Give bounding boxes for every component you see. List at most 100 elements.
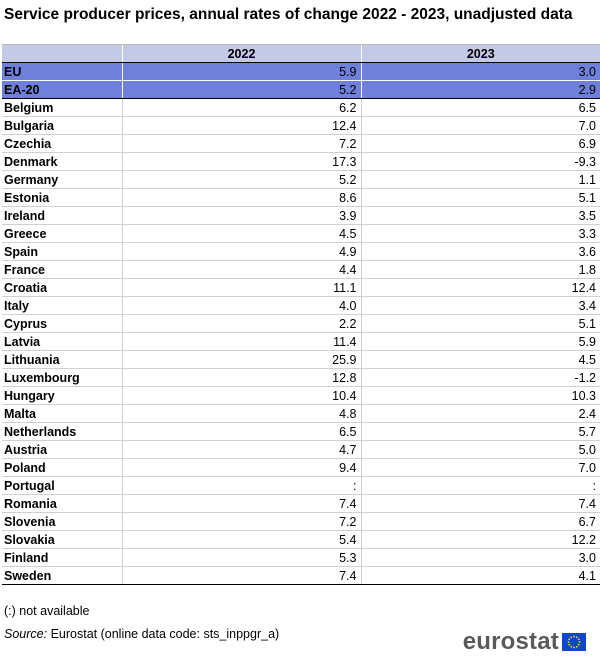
value-2023: 7.0 — [360, 116, 600, 135]
flag-star — [577, 643, 580, 646]
table-row: Lithuania 25.9 4.5 — [2, 350, 600, 369]
header-cell-2023: 2023 — [360, 44, 600, 63]
row-label: Croatia — [2, 278, 122, 297]
value-2023: 4.5 — [360, 350, 600, 369]
value-2023: 6.5 — [360, 98, 600, 117]
flag-star — [575, 645, 578, 648]
value-2023: 2.9 — [360, 80, 600, 99]
row-label: EA-20 — [2, 80, 122, 99]
table-row: Finland 5.3 3.0 — [2, 548, 600, 567]
data-table: 2022 2023 EU 5.9 3.0 EA-20 5.2 2.9 Belgium 6.2 6… — [2, 44, 600, 585]
flag-star — [568, 638, 571, 641]
table-row: EU 5.9 3.0 — [2, 62, 600, 81]
value-2022: 7.4 — [121, 494, 361, 513]
value-2023: 5.1 — [360, 188, 600, 207]
value-2023: 3.6 — [360, 242, 600, 261]
table-row: Slovakia 5.4 12.2 — [2, 530, 600, 549]
header-cell-2022: 2022 — [121, 44, 361, 63]
value-2023: 2.4 — [360, 404, 600, 423]
table-row: Austria 4.7 5.0 — [2, 440, 600, 459]
row-label: Slovakia — [2, 530, 122, 549]
row-label: France — [2, 260, 122, 279]
value-2022: 5.2 — [121, 170, 361, 189]
row-label: Portugal — [2, 476, 122, 495]
value-2023: 5.9 — [360, 332, 600, 351]
table-row: Belgium 6.2 6.5 — [2, 98, 600, 117]
row-label: Italy — [2, 296, 122, 315]
table-row: Sweden 7.4 4.1 — [2, 566, 600, 585]
row-label: EU — [2, 62, 122, 81]
row-label: Sweden — [2, 566, 122, 585]
flag-star — [575, 636, 578, 639]
row-label: Latvia — [2, 332, 122, 351]
row-label: Bulgaria — [2, 116, 122, 135]
flag-star — [578, 641, 581, 643]
row-label: Poland — [2, 458, 122, 477]
value-2023: -1.2 — [360, 368, 600, 387]
value-2022: 3.9 — [121, 206, 361, 225]
value-2023: 4.1 — [360, 566, 600, 585]
row-label: Spain — [2, 242, 122, 261]
value-2023: 1.8 — [360, 260, 600, 279]
value-2023: 5.1 — [360, 314, 600, 333]
value-2022: 25.9 — [121, 350, 361, 369]
table-row: Slovenia 7.2 6.7 — [2, 512, 600, 531]
value-2023: 3.3 — [360, 224, 600, 243]
logo-wordmark: eurostat — [462, 628, 559, 655]
value-2022: 7.4 — [121, 566, 361, 585]
value-2022: 11.1 — [121, 278, 361, 297]
value-2022: 4.9 — [121, 242, 361, 261]
value-2023: 3.4 — [360, 296, 600, 315]
value-2022: 9.4 — [121, 458, 361, 477]
row-label: Belgium — [2, 98, 122, 117]
value-2023: 3.5 — [360, 206, 600, 225]
header-row: 2022 2023 — [2, 44, 600, 63]
footnote: (:) not available — [4, 604, 90, 618]
flag-star — [570, 645, 573, 648]
value-2022: 10.4 — [121, 386, 361, 405]
row-label: Ireland — [2, 206, 122, 225]
source-note: Source: Eurostat (online data code: sts_… — [4, 627, 279, 641]
value-2022: 2.2 — [121, 314, 361, 333]
flag-star — [570, 636, 573, 639]
value-2022: 11.4 — [121, 332, 361, 351]
table-row: Malta 4.8 2.4 — [2, 404, 600, 423]
row-label: Austria — [2, 440, 122, 459]
value-2022: 12.8 — [121, 368, 361, 387]
table-body: EU 5.9 3.0 EA-20 5.2 2.9 Belgium 6.2 6.5 Bulgaria… — [2, 62, 600, 585]
eurostat-logo: eurostat — [463, 628, 586, 656]
value-2022: 4.4 — [121, 260, 361, 279]
table-row: Italy 4.0 3.4 — [2, 296, 600, 315]
value-2022: 12.4 — [121, 116, 361, 135]
value-2022: 5.2 — [121, 80, 361, 99]
flag-star — [573, 646, 575, 649]
table-row: Denmark 17.3 -9.3 — [2, 152, 600, 171]
table-row: Romania 7.4 7.4 — [2, 494, 600, 513]
row-label: Netherlands — [2, 422, 122, 441]
row-label: Lithuania — [2, 350, 122, 369]
value-2023: 7.0 — [360, 458, 600, 477]
table-row: Estonia 8.6 5.1 — [2, 188, 600, 207]
value-2023: 5.7 — [360, 422, 600, 441]
table-row: Hungary 10.4 10.3 — [2, 386, 600, 405]
value-2023: 10.3 — [360, 386, 600, 405]
value-2022: 4.7 — [121, 440, 361, 459]
row-label: Cyprus — [2, 314, 122, 333]
table-row: Luxembourg 12.8 -1.2 — [2, 368, 600, 387]
value-2022: 7.2 — [121, 512, 361, 531]
value-2023: 3.0 — [360, 62, 600, 81]
row-label: Estonia — [2, 188, 122, 207]
table-row: France 4.4 1.8 — [2, 260, 600, 279]
value-2022: 7.2 — [121, 134, 361, 153]
value-2022: 5.9 — [121, 62, 361, 81]
table-title: Service producer prices, annual rates of… — [4, 6, 573, 23]
row-label: Greece — [2, 224, 122, 243]
row-label: Romania — [2, 494, 122, 513]
table-row: Portugal:: — [2, 476, 600, 495]
value-2023: 1.1 — [360, 170, 600, 189]
table-row: Latvia 11.4 5.9 — [2, 332, 600, 351]
flag-star — [573, 635, 575, 638]
row-label: Slovenia — [2, 512, 122, 531]
table-row: Germany 5.2 1.1 — [2, 170, 600, 189]
source-label: Source: — [4, 627, 48, 641]
